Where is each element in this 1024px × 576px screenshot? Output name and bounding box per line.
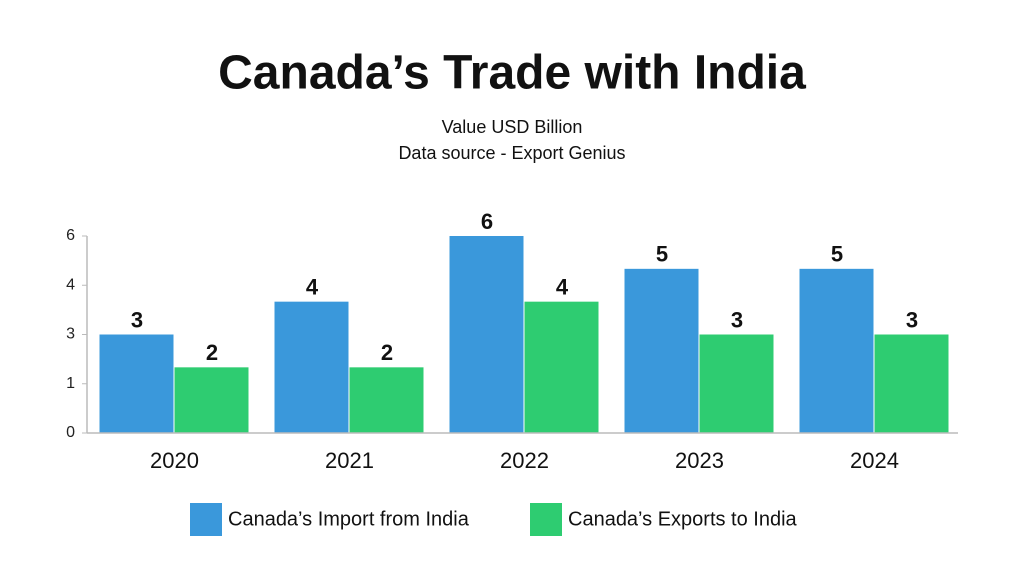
legend-swatch <box>530 503 562 536</box>
legend-label: Canada’s Exports to India <box>568 508 798 530</box>
x-tick-label: 2024 <box>850 448 899 473</box>
y-tick-label: 4 <box>66 276 75 293</box>
bar <box>99 334 174 433</box>
chart-source: Data source - Export Genius <box>398 143 625 163</box>
data-label: 2 <box>381 340 393 365</box>
data-label: 6 <box>481 209 493 234</box>
data-label: 2 <box>206 340 218 365</box>
data-label: 3 <box>906 307 918 332</box>
bar <box>799 268 874 433</box>
y-tick-label: 3 <box>66 326 75 343</box>
x-tick-label: 2023 <box>675 448 724 473</box>
x-tick-label: 2020 <box>150 448 199 473</box>
data-label: 3 <box>731 307 743 332</box>
x-tick-label: 2022 <box>500 448 549 473</box>
legend-label: Canada’s Import from India <box>228 508 470 530</box>
data-label: 5 <box>831 242 843 267</box>
data-label: 4 <box>556 274 569 299</box>
bar <box>699 334 774 433</box>
bar <box>524 301 599 433</box>
bar <box>349 367 424 433</box>
legend-swatch <box>190 503 222 536</box>
chart-subtitle: Value USD Billion <box>442 117 583 137</box>
bar <box>449 236 524 433</box>
y-tick-label: 1 <box>66 375 75 392</box>
x-tick-label: 2021 <box>325 448 374 473</box>
data-label: 3 <box>131 307 143 332</box>
data-label: 4 <box>306 274 319 299</box>
y-tick-label: 0 <box>66 424 75 441</box>
data-label: 5 <box>656 242 668 267</box>
bar <box>874 334 949 433</box>
y-tick-label: 6 <box>66 227 75 244</box>
bar <box>624 268 699 433</box>
bar <box>274 301 349 433</box>
bar <box>174 367 249 433</box>
chart-title: Canada’s Trade with India <box>218 47 806 100</box>
